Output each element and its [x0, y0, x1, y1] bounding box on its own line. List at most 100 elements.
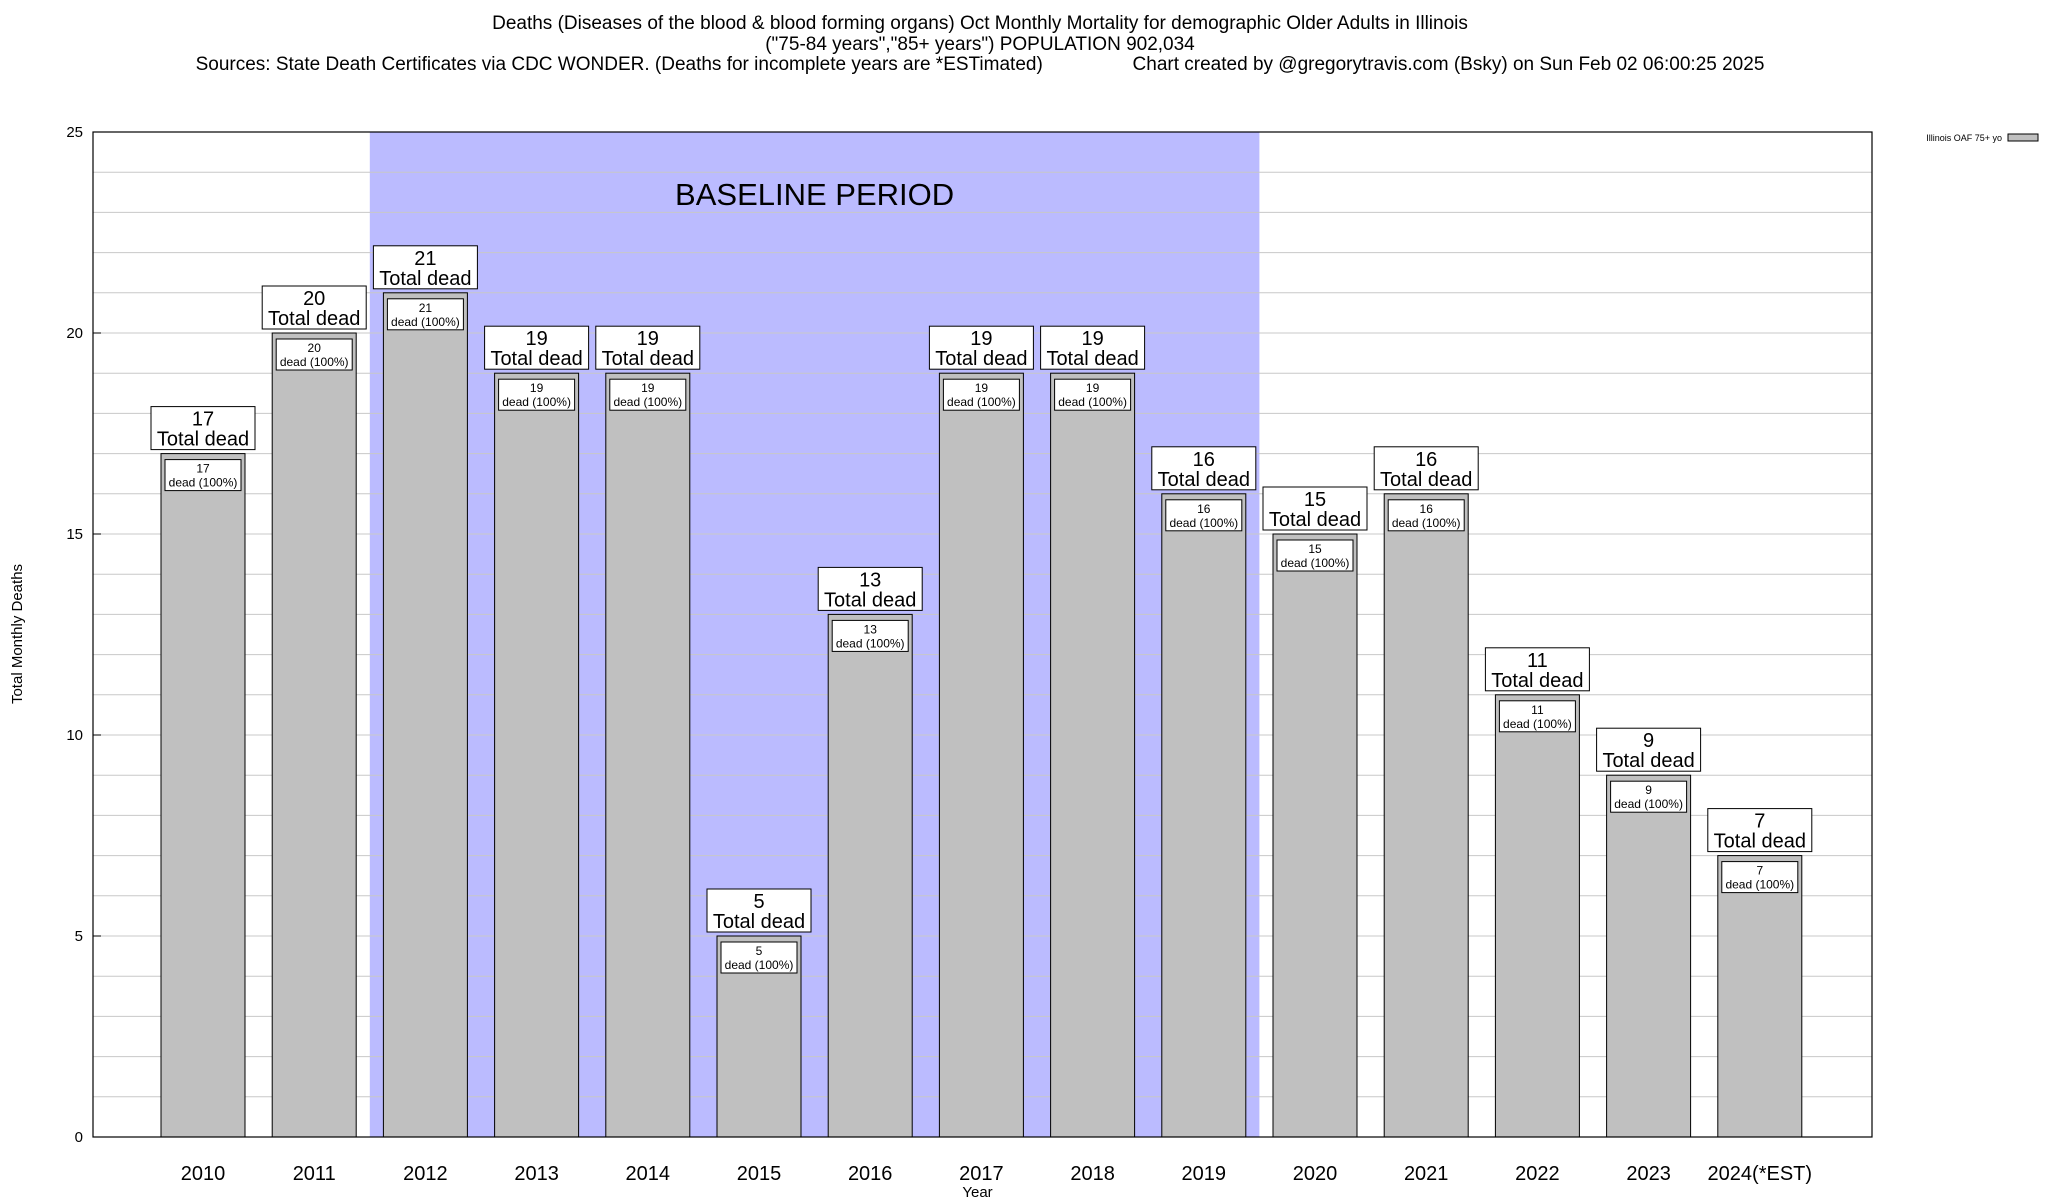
total-label-text: Total dead	[1602, 750, 1694, 772]
total-label-box	[1040, 325, 1146, 370]
total-label-text: Total dead	[1714, 831, 1806, 853]
inner-label-box	[275, 338, 353, 371]
chart-sources-credit: Sources: State Death Certificates via CD…	[0, 54, 1960, 76]
y-tick-label: 5	[75, 928, 83, 945]
total-label-text: Total dead	[1158, 469, 1250, 491]
x-tick-label: 2017	[959, 1163, 1004, 1185]
total-label-text: Total dead	[935, 348, 1027, 370]
total-label-box	[1596, 727, 1702, 772]
total-label-box	[1484, 647, 1590, 692]
total-label-value: 5	[753, 891, 764, 913]
total-label-value: 7	[1754, 811, 1765, 833]
x-tick-label: 2023	[1626, 1163, 1671, 1185]
inner-label-value: 11	[1531, 703, 1544, 717]
inner-label-text: dead (100%)	[1281, 556, 1350, 570]
total-label-value: 19	[970, 328, 992, 350]
inner-label-box	[1610, 780, 1688, 813]
baseline-period-label: BASELINE PERIOD	[675, 177, 954, 212]
legend-swatch	[2007, 133, 2039, 142]
x-tick-label: 2016	[848, 1163, 893, 1185]
inner-label-text: dead (100%)	[1058, 395, 1127, 409]
inner-label-value: 13	[864, 622, 878, 636]
total-label-value: 13	[859, 569, 881, 591]
chart-title: Deaths (Diseases of the blood & blood fo…	[492, 13, 1468, 34]
inner-label-text: dead (100%)	[947, 395, 1016, 409]
total-label-value: 11	[1527, 650, 1548, 672]
x-tick-label: 2015	[737, 1163, 782, 1185]
total-label-box	[261, 285, 367, 330]
total-label-box	[928, 325, 1034, 370]
total-label-box	[1151, 446, 1257, 491]
total-label-value: 19	[637, 328, 659, 350]
bar-2017	[938, 372, 1024, 1138]
y-tick-label: 25	[66, 124, 83, 141]
bar-2014	[605, 372, 691, 1138]
inner-label-value: 5	[756, 944, 763, 958]
y-tick-label: 20	[66, 325, 83, 342]
x-tick-label: 2011	[293, 1163, 336, 1185]
inner-label-box	[1387, 499, 1465, 532]
inner-label-text: dead (100%)	[1725, 878, 1794, 892]
total-label-value: 19	[1081, 328, 1103, 350]
bar-2021	[1383, 493, 1469, 1138]
inner-label-value: 17	[196, 462, 210, 476]
inner-label-value: 15	[1308, 542, 1322, 556]
inner-label-box	[498, 378, 576, 411]
total-label-box	[595, 325, 701, 370]
inner-label-text: dead (100%)	[1614, 797, 1683, 811]
total-label-box	[1262, 486, 1368, 531]
x-tick-label: 2013	[514, 1163, 559, 1185]
x-tick-label: 2014	[626, 1163, 671, 1185]
total-label-text: Total dead	[824, 589, 916, 611]
total-label-value: 15	[1304, 489, 1326, 511]
total-label-value: 20	[303, 288, 325, 310]
inner-label-box	[1498, 700, 1576, 733]
total-label-value: 17	[192, 409, 214, 431]
inner-label-value: 16	[1197, 502, 1211, 516]
total-label-text: Total dead	[602, 348, 694, 370]
x-tick-label: 2010	[181, 1163, 226, 1185]
inner-label-value: 16	[1420, 502, 1434, 516]
bar-2010	[160, 453, 246, 1138]
inner-label-value: 20	[308, 341, 322, 355]
inner-label-value: 19	[530, 381, 544, 395]
total-label-value: 16	[1193, 449, 1215, 471]
inner-label-box	[831, 619, 909, 652]
inner-label-text: dead (100%)	[836, 636, 905, 650]
inner-label-value: 19	[1086, 381, 1100, 395]
bar-2013	[494, 372, 580, 1138]
x-tick-label: 2022	[1515, 1163, 1560, 1185]
y-tick-label: 15	[66, 526, 83, 543]
bar-2019	[1161, 493, 1247, 1138]
inner-label-box	[164, 459, 242, 492]
bar-2016	[827, 613, 913, 1138]
inner-label-box	[1721, 861, 1799, 894]
inner-label-text: dead (100%)	[169, 476, 238, 490]
bar-2024(*EST)	[1717, 855, 1803, 1138]
x-tick-label: 2021	[1404, 1163, 1449, 1185]
inner-label-text: dead (100%)	[613, 395, 682, 409]
y-axis-label: Total Monthly Deaths	[9, 564, 26, 704]
inner-label-box	[1054, 378, 1132, 411]
total-label-text: Total dead	[1269, 509, 1361, 531]
total-label-text: Total dead	[157, 429, 249, 451]
total-label-box	[150, 406, 256, 451]
x-axis-label: Year	[962, 1184, 992, 1200]
total-label-box	[372, 245, 478, 290]
x-tick-label: 2024(*EST)	[1708, 1163, 1813, 1185]
inner-label-text: dead (100%)	[391, 315, 460, 329]
x-tick-label: 2019	[1182, 1163, 1227, 1185]
inner-label-text: dead (100%)	[1169, 516, 1238, 530]
inner-label-box	[1165, 499, 1243, 532]
total-label-value: 9	[1643, 730, 1654, 752]
total-label-value: 16	[1415, 449, 1437, 471]
total-label-text: Total dead	[713, 911, 805, 933]
inner-label-text: dead (100%)	[280, 355, 349, 369]
bar-2018	[1050, 372, 1136, 1138]
total-label-text: Total dead	[1046, 348, 1138, 370]
x-tick-label: 2018	[1070, 1163, 1115, 1185]
inner-label-box	[386, 298, 464, 331]
total-label-text: Total dead	[1380, 469, 1472, 491]
total-label-value: 19	[525, 328, 547, 350]
chart-sources: Sources: State Death Certificates via CD…	[195, 54, 1043, 75]
